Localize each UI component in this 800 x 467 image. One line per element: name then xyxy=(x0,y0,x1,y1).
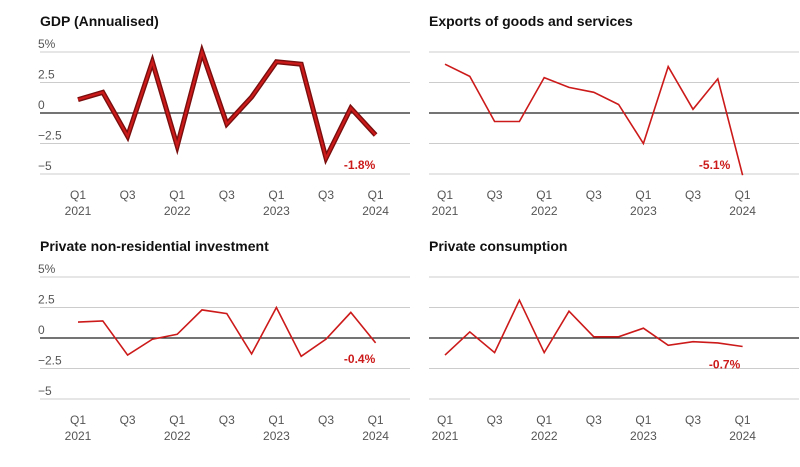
investment-end-value-label: -0.4% xyxy=(344,352,376,366)
exports-x-tick-label: Q1 xyxy=(635,188,651,202)
exports-series-line xyxy=(444,63,744,176)
investment-x-tick-label: Q1 xyxy=(368,413,384,427)
consumption-x-tick-year: 2022 xyxy=(531,429,558,443)
investment-x-tick-year: 2021 xyxy=(65,429,92,443)
investment-x-tick-label: Q3 xyxy=(219,413,235,427)
exports-x-tick-year: 2023 xyxy=(630,204,657,218)
gdp-x-tick-label: Q1 xyxy=(169,188,185,202)
investment-x-tick-year: 2022 xyxy=(164,429,191,443)
investment-y-tick-label: 0 xyxy=(38,323,45,337)
investment-x-tick-label: Q3 xyxy=(318,413,334,427)
investment-y-tick-label: 2.5 xyxy=(38,293,55,307)
gdp-y-tick-label: 5% xyxy=(38,37,56,51)
investment-y-tick-label: −2.5 xyxy=(38,354,62,368)
exports-panel-title: Exports of goods and services xyxy=(429,13,633,29)
gdp-x-tick-year: 2023 xyxy=(263,204,290,218)
investment-y-tick-label: 5% xyxy=(38,262,56,276)
exports-x-tick-label: Q3 xyxy=(487,188,503,202)
consumption-x-tick-year: 2021 xyxy=(432,429,459,443)
gdp-x-tick-label: Q3 xyxy=(219,188,235,202)
investment-y-tick-label: −5 xyxy=(38,384,52,398)
gdp-panel-title: GDP (Annualised) xyxy=(40,13,159,29)
exports-end-value-label: -5.1% xyxy=(699,158,731,172)
investment-series-line xyxy=(77,305,377,358)
gdp-x-tick-label: Q1 xyxy=(368,188,384,202)
exports-x-tick-label: Q1 xyxy=(735,188,751,202)
gdp-y-tick-label: −2.5 xyxy=(38,129,62,143)
gdp-y-tick-label: 0 xyxy=(38,98,45,112)
consumption-x-tick-label: Q1 xyxy=(735,413,751,427)
exports-x-tick-label: Q1 xyxy=(437,188,453,202)
investment-x-tick-label: Q1 xyxy=(169,413,185,427)
investment-x-tick-label: Q1 xyxy=(70,413,86,427)
consumption-x-tick-label: Q3 xyxy=(487,413,503,427)
gdp-x-tick-year: 2024 xyxy=(362,204,389,218)
investment-x-tick-year: 2024 xyxy=(362,429,389,443)
gdp-series-line xyxy=(77,48,377,162)
gdp-x-tick-label: Q1 xyxy=(268,188,284,202)
exports-x-tick-label: Q3 xyxy=(586,188,602,202)
investment-x-tick-label: Q3 xyxy=(120,413,136,427)
consumption-x-tick-year: 2023 xyxy=(630,429,657,443)
consumption-end-value-label: -0.7% xyxy=(709,358,741,372)
exports-x-tick-label: Q3 xyxy=(685,188,701,202)
gdp-series-line-outline xyxy=(77,43,378,166)
gdp-x-tick-label: Q1 xyxy=(70,188,86,202)
consumption-x-tick-label: Q3 xyxy=(685,413,701,427)
consumption-panel-title: Private consumption xyxy=(429,238,568,254)
gdp-x-tick-year: 2022 xyxy=(164,204,191,218)
investment-x-tick-year: 2023 xyxy=(263,429,290,443)
consumption-series-line xyxy=(444,298,743,356)
exports-x-tick-label: Q1 xyxy=(536,188,552,202)
consumption-x-tick-label: Q1 xyxy=(437,413,453,427)
gdp-y-tick-label: −5 xyxy=(38,159,52,173)
consumption-x-tick-label: Q3 xyxy=(586,413,602,427)
gdp-x-tick-year: 2021 xyxy=(65,204,92,218)
investment-x-tick-label: Q1 xyxy=(268,413,284,427)
gdp-x-tick-label: Q3 xyxy=(318,188,334,202)
investment-panel-title: Private non-residential investment xyxy=(40,238,269,254)
consumption-x-tick-label: Q1 xyxy=(635,413,651,427)
exports-x-tick-year: 2021 xyxy=(432,204,459,218)
exports-x-tick-year: 2022 xyxy=(531,204,558,218)
consumption-x-tick-year: 2024 xyxy=(729,429,756,443)
gdp-x-tick-label: Q3 xyxy=(120,188,136,202)
gdp-end-value-label: -1.8% xyxy=(344,158,376,172)
gdp-y-tick-label: 2.5 xyxy=(38,68,55,82)
exports-x-tick-year: 2024 xyxy=(729,204,756,218)
consumption-x-tick-label: Q1 xyxy=(536,413,552,427)
